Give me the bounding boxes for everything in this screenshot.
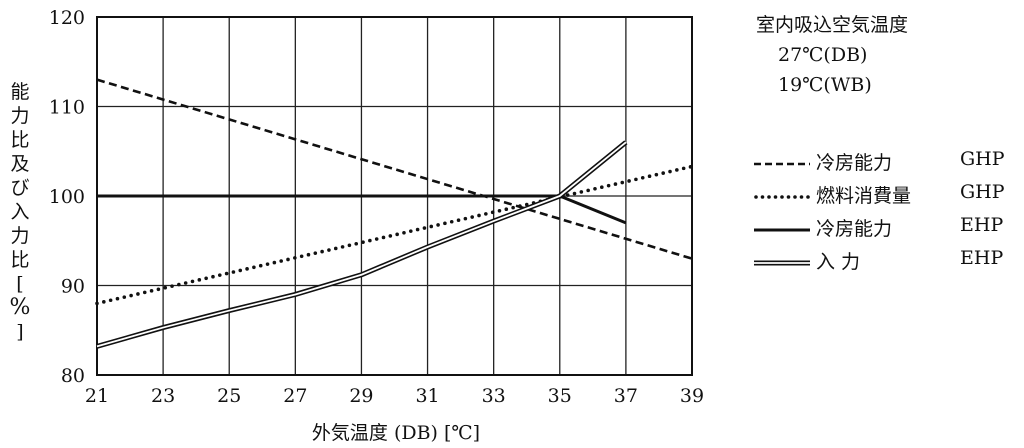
indoor-condition-note: 室内吸込空気温度 27℃(DB) 19℃(WB)	[756, 10, 908, 100]
series-line-3-inner	[96, 141, 627, 348]
y-axis-label-char: 比	[10, 249, 30, 271]
legend-label: 冷房能力	[816, 152, 893, 174]
x-axis-label: 外気温度 (DB) [℃]	[311, 422, 481, 444]
y-axis-label-char: 力	[10, 225, 30, 247]
y-axis-label-char: 能	[10, 81, 30, 103]
x-tick-label: 27	[283, 385, 307, 407]
x-tick-label: 35	[548, 385, 572, 407]
y-tick-label: 90	[61, 276, 85, 298]
legend-item-cooling-ghp: 冷房能力 GHP	[754, 148, 1024, 178]
legend-tag: EHP	[960, 214, 1004, 236]
note-title: 室内吸込空気温度	[756, 14, 909, 36]
y-axis-label-char: %	[9, 295, 31, 320]
y-axis-label-char: 力	[10, 105, 30, 127]
x-tick-label: 39	[680, 385, 704, 407]
legend-tag: EHP	[960, 247, 1004, 269]
x-tick-label: 31	[415, 385, 439, 407]
y-axis-label-char: ]	[16, 321, 24, 343]
y-tick-label: 110	[49, 97, 85, 119]
y-axis-label: 能力比及び入力比[%]	[8, 80, 32, 344]
legend-item-fuel-ghp: 燃料消費量 GHP	[754, 181, 1024, 211]
series-line-1	[95, 164, 694, 306]
legend-item-input-ehp: 入 力 EHP	[754, 247, 1024, 277]
y-axis-label-char: び	[10, 177, 30, 199]
legend-label: 入 力	[816, 251, 861, 273]
y-axis-label-char: 及	[10, 153, 30, 175]
legend-tag: GHP	[960, 181, 1005, 203]
x-tick-label: 37	[614, 385, 638, 407]
x-tick-label: 25	[217, 385, 241, 407]
legend-label: 燃料消費量	[816, 185, 912, 207]
note-wb: 19℃(WB)	[778, 74, 872, 96]
x-tick-label: 33	[482, 385, 506, 407]
y-tick-label: 100	[49, 186, 85, 208]
legend-tag: GHP	[960, 148, 1005, 170]
x-tick-label: 23	[151, 385, 175, 407]
note-db: 27℃(DB)	[778, 44, 868, 66]
series-line-0	[96, 78, 693, 260]
x-tick-label: 29	[349, 385, 373, 407]
y-tick-label: 80	[61, 365, 85, 387]
legend-item-cooling-ehp: 冷房能力 EHP	[754, 214, 1024, 244]
y-axis-label-char: 比	[10, 129, 30, 151]
x-tick-label: 21	[85, 385, 109, 407]
y-tick-label: 120	[49, 7, 85, 29]
y-axis-label-char: 入	[10, 201, 30, 223]
legend-label: 冷房能力	[816, 218, 893, 240]
y-axis-label-char: [	[16, 273, 24, 295]
